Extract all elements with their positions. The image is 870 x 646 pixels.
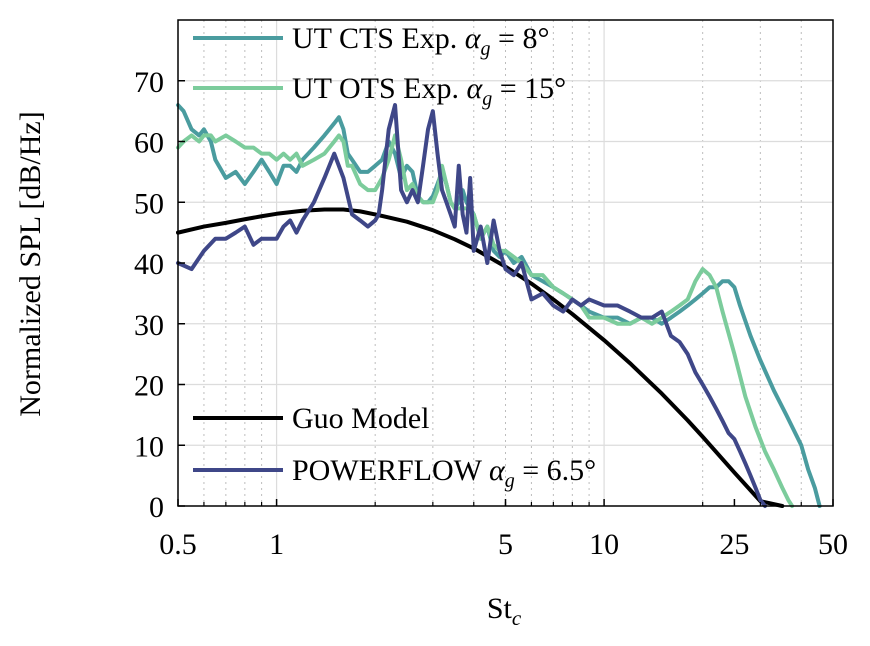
series-line-2 [176,207,785,508]
x-tick-label: 25 [719,528,749,561]
y-tick-label: 60 [134,127,164,160]
legend-label-value: = 8° [491,22,550,55]
y-tick-label: 0 [149,491,164,524]
legend-label-text: POWERFLOW [292,454,489,487]
y-tick-label: 50 [134,187,164,220]
legend-label-0: UT CTS Exp. αg = 8° [292,22,549,60]
x-tick-label: 50 [818,528,848,561]
series-lines [176,103,822,508]
x-axis-label-sub: c [512,606,522,630]
legend-label-text: UT OTS Exp. [292,72,466,105]
legend-label-subscript: g [482,88,492,110]
legend-label-subscript: g [481,38,491,60]
y-tick-label: 10 [134,430,164,463]
legend-label-3: POWERFLOW αg = 6.5° [292,454,596,492]
y-axis-label: Normalized SPL [dB/Hz] [14,111,47,417]
legend-label-symbol: α [465,22,482,55]
legend-label-2: Guo Model [292,402,430,435]
x-tick-label: 1 [269,528,284,561]
legend-label-symbol: α [466,72,483,105]
y-tick-label: 70 [134,66,164,99]
y-tick-label: 20 [134,370,164,403]
legend-label-subscript: g [505,470,515,492]
legend-label-value: = 15° [492,72,566,105]
x-tick-label: 0.5 [159,528,197,561]
x-axis-label: Stc [487,592,522,630]
x-tick-label: 5 [498,528,513,561]
y-tick-label: 40 [134,248,164,281]
legend-label-1: UT OTS Exp. αg = 15° [292,72,566,110]
legend-label-value: = 6.5° [515,454,596,487]
axis-ticks: 0.5 1 5 10 25 50 0 10 20 30 40 50 60 70 [134,66,848,561]
x-tick-label: 10 [589,528,619,561]
legends: UT CTS Exp. αg = 8°UT OTS Exp. αg = 15°G… [193,22,596,492]
series-line-0 [176,103,822,508]
x-axis-label-main: St [487,592,513,625]
legend-label-text: Guo Model [292,402,430,435]
y-tick-label: 30 [134,309,164,342]
series-line-3 [176,103,768,508]
legend-label-text: UT CTS Exp. [292,22,465,55]
series-line-1 [176,133,795,508]
legend-label-symbol: α [489,454,506,487]
